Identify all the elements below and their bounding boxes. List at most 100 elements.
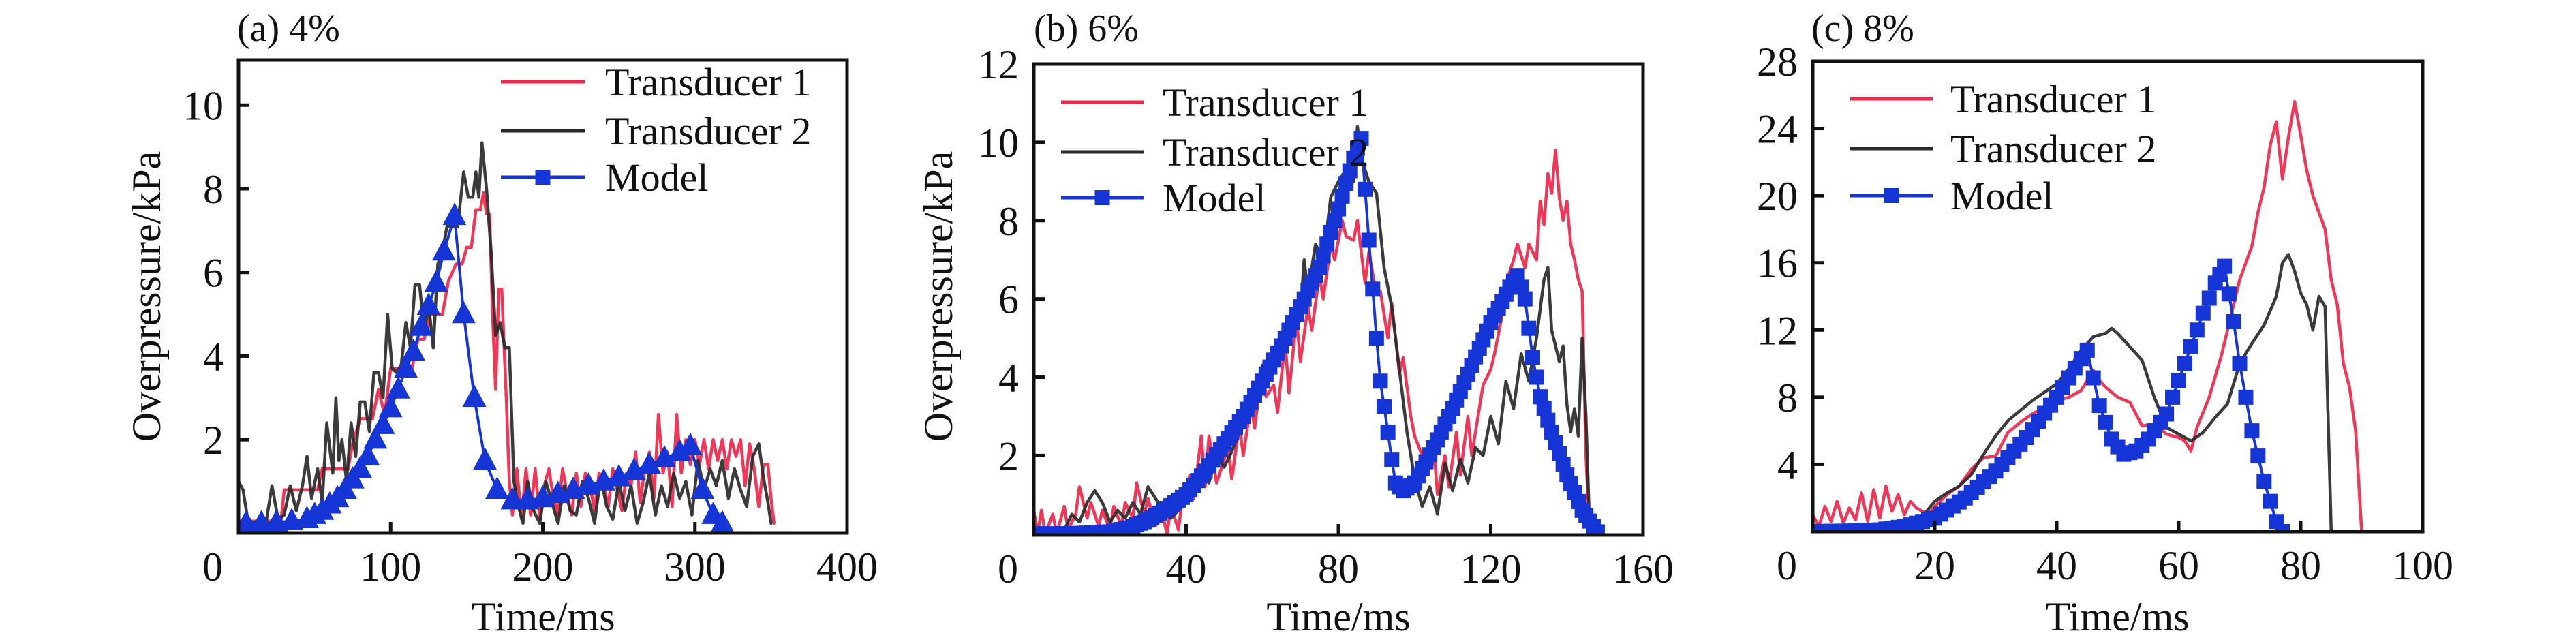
panel-c-model-marker [2226, 313, 2241, 329]
panel-b-model-marker [1514, 279, 1529, 295]
panel-b-model-markers [1034, 131, 1605, 535]
panel-a-x-tick-label: 200 [512, 545, 574, 589]
panel-c-series [1813, 99, 2363, 532]
panel-c-model-marker [2244, 423, 2260, 439]
panel-a-model-marker [485, 476, 509, 500]
panel-c-model-marker [2275, 524, 2290, 532]
panel-a-transducer-2-line [239, 141, 773, 525]
panel-b-model-marker [1589, 524, 1605, 535]
panel-c-model-marker [2183, 339, 2198, 354]
panel-b-y-tick-label: 12 [978, 42, 1019, 87]
panel-c-y-tick-label: 4 [1777, 442, 1798, 487]
legend-transducer-2-label: Transducer 2 [1163, 130, 1368, 174]
panel-a-model-marker [652, 445, 677, 468]
panel-a-x-tick-label: 100 [360, 545, 421, 589]
panel-c-model-marker [2238, 389, 2254, 405]
panel-a-ylabel: Overpressure/kPa [124, 151, 169, 442]
panel-a-model-marker [690, 476, 715, 500]
legend-model-marker [535, 170, 551, 185]
panel-b-model-marker [1540, 412, 1556, 428]
panel-c-x-tick-label: 20 [1914, 543, 1955, 588]
panel-a-model-markers [239, 202, 735, 533]
panel-b-transducer-1-line [1034, 149, 1592, 535]
panel-b-model-marker [1373, 373, 1388, 389]
panel-b-transducer-2-line [1034, 125, 1592, 535]
panel-c-y-tick-label: 16 [1757, 241, 1798, 286]
panel-b-title: (b) 6% [1034, 7, 1139, 50]
panel-a-model-marker [356, 443, 380, 465]
panel-b-model-marker [1315, 248, 1331, 264]
panel-a-model-marker [710, 510, 735, 533]
panel-c-x-tick-label: 60 [2158, 543, 2199, 588]
panel-c-y-tick-label: 20 [1757, 174, 1798, 219]
panel-b-model-marker [1384, 452, 1400, 467]
panel-c-transducer-2-line [1813, 253, 2333, 532]
panel-b-x-tick-label: 160 [1612, 547, 1674, 592]
panel-c-model-marker [2159, 406, 2175, 422]
panel-b-model-marker [1358, 181, 1373, 197]
panel-c-model-marker [2085, 370, 2101, 386]
panel-a-y-tick-label: 2 [203, 418, 224, 463]
panel-a-model-marker [607, 463, 631, 487]
panel-a: (a) 4% Overpressure/kPa Time/ms 0 100 200 3… [124, 7, 878, 639]
panel-a-y-tick-label: 4 [203, 334, 224, 379]
panel-b-x-tick-label: 120 [1460, 547, 1522, 592]
panel-c-model-marker [2171, 373, 2186, 388]
panel-a-x-tick-label: 400 [816, 545, 878, 589]
panel-c-model-marker [2195, 305, 2211, 321]
panel-c-title: (c) 8% [1811, 7, 1914, 50]
panel-a-y-tick-label: 10 [183, 83, 224, 128]
panel-a-model-marker [424, 269, 448, 292]
panel-c-model-marker [2189, 322, 2205, 338]
panel-c-model-marker [2250, 448, 2266, 464]
panel-c-x-tick-label: 100 [2392, 543, 2453, 588]
panel-b-y-tick-label: 10 [978, 121, 1019, 166]
panel-b-model-marker [1368, 331, 1384, 346]
legend-transducer-2-label: Transducer 2 [1950, 127, 2156, 171]
panel-c-frame [1811, 59, 2425, 534]
panel-a-y-tick-label: 8 [203, 167, 224, 212]
panel-c: (c) 8% Time/ms 0 20 40 60 80 100 4 8 12 16 20 24 28 T… [1757, 7, 2453, 639]
panel-c-xlabel: Time/ms [2045, 594, 2189, 639]
panel-a-model-marker [378, 395, 403, 418]
panel-b-model-marker [1524, 350, 1540, 365]
panel-c-model-markers [1813, 258, 2290, 532]
legend-transducer-1-label: Transducer 1 [605, 60, 811, 104]
panel-b-model-marker [1327, 213, 1343, 228]
panel-b-model-marker [1517, 291, 1533, 307]
panel-a-model-marker [416, 292, 441, 316]
panel-a-model-marker [371, 412, 395, 434]
panel-b-model-marker [1365, 281, 1381, 297]
panel-a-model-marker [452, 301, 476, 324]
panel-c-model-marker [2165, 389, 2181, 405]
panel-b-x-tick-label: 0 [998, 547, 1018, 592]
panel-b-model-marker [1331, 201, 1346, 217]
panel-a-model-marker [394, 355, 418, 378]
panel-a-model-marker [678, 432, 703, 455]
panel-a-model-marker [473, 447, 497, 470]
legend-model-label: Model [605, 155, 708, 200]
panel-b-model-marker [1529, 369, 1544, 385]
panel-c-y-tick-label: 8 [1777, 375, 1798, 420]
panel-b-y-tick-label: 6 [998, 277, 1019, 322]
panel-b-x-tick-label: 40 [1166, 547, 1207, 592]
panel-a-model-marker [409, 313, 433, 336]
panel-b-model-marker [1342, 163, 1358, 179]
panel-c-y-tick-label: 12 [1757, 308, 1798, 353]
panel-a-title: (a) 4% [237, 7, 340, 50]
legend-model-label: Model [1950, 174, 2053, 218]
panel-a-x-tick-label: 300 [664, 545, 726, 589]
panel-a-y-tick-label: 6 [203, 251, 224, 296]
panel-a-xlabel: Time/ms [471, 594, 615, 639]
panel-b-model-marker [1380, 424, 1396, 440]
panel-b-model-marker [1536, 401, 1552, 416]
panel-c-model-marker [2232, 356, 2248, 371]
panel-c-model-marker [2091, 398, 2107, 414]
panel-b-model-marker [1521, 320, 1537, 336]
panel-a-model-marker [500, 487, 525, 510]
